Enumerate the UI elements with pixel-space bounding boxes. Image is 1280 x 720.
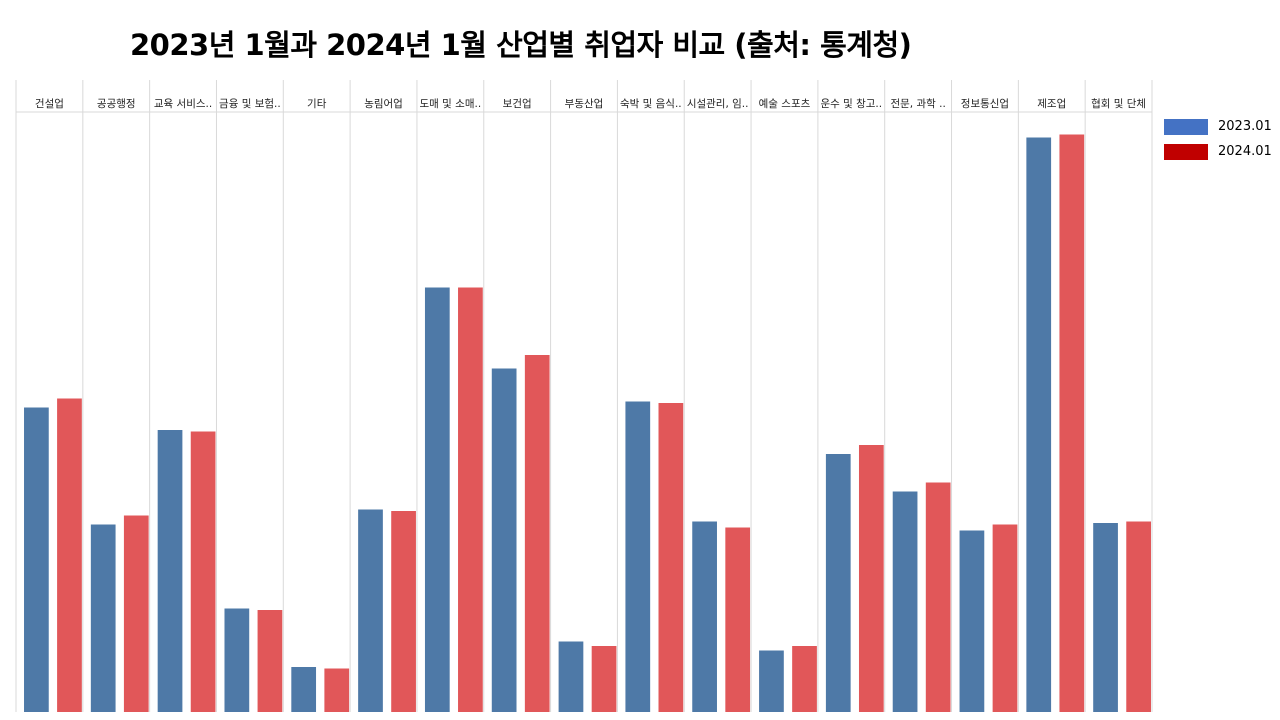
category-label: 부동산업 xyxy=(565,97,604,110)
category-labels: 건설업 공공행정 교육 서비스.. 금융 및 보험.. 기타 농림어업 도매 및 소매.. 보… xyxy=(35,97,1146,110)
category-label: 기타 xyxy=(307,98,327,110)
bar-2023.01 xyxy=(24,407,49,712)
bar-2023.01 xyxy=(759,650,784,712)
category-label: 숙박 및 음식.. xyxy=(620,98,682,110)
bar-2024.01 xyxy=(925,482,951,712)
bar-2023.01 xyxy=(224,608,250,712)
panel-separators xyxy=(15,80,1153,712)
category-label: 금융 및 보험.. xyxy=(219,98,281,110)
bar-2024.01 xyxy=(992,524,1018,712)
bar-2024.01 xyxy=(190,431,216,712)
bar-2024.01 xyxy=(725,527,751,712)
bar-2024.01 xyxy=(591,646,617,712)
category-label: 제조업 xyxy=(1037,97,1066,110)
bar-2023.01 xyxy=(1026,137,1052,712)
legend-label-2023: 2023.01 xyxy=(1218,119,1272,134)
bar-2024.01 xyxy=(1059,134,1085,712)
bar-2024.01 xyxy=(1126,521,1151,712)
category-label: 예술 스포츠 xyxy=(759,97,811,110)
bar-2024.01 xyxy=(123,515,149,712)
bar-2024.01 xyxy=(792,646,817,712)
bar-2024.01 xyxy=(858,445,884,712)
bar-2023.01 xyxy=(625,401,651,712)
category-label: 건설업 xyxy=(35,97,64,110)
bar-2023.01 xyxy=(424,287,450,712)
bar-2024.01 xyxy=(524,355,550,712)
category-label: 공공행정 xyxy=(97,98,136,110)
category-label: 교육 서비스.. xyxy=(154,98,212,110)
chart-title: 2023년 1월과 2024년 1월 산업별 취업자 비교 (출처: 통계청) xyxy=(130,28,912,62)
category-label: 농림어업 xyxy=(364,97,403,110)
category-label: 전문, 과학 .. xyxy=(890,98,945,110)
legend-swatch-2023 xyxy=(1164,118,1208,135)
bar-2023.01 xyxy=(692,521,717,712)
bar-2023.01 xyxy=(90,524,116,712)
legend: 2023.01 2024.01 xyxy=(1164,118,1272,168)
bar-2023.01 xyxy=(558,641,584,712)
bar-2023.01 xyxy=(959,530,985,712)
legend-item-2023: 2023.01 xyxy=(1164,118,1272,135)
category-label: 시설관리, 임.. xyxy=(687,97,749,110)
bar-2023.01 xyxy=(491,368,517,712)
bar-2023.01 xyxy=(892,491,918,712)
legend-label-2024: 2024.01 xyxy=(1218,144,1272,159)
bar-2023.01 xyxy=(1093,523,1118,712)
bar-2024.01 xyxy=(658,403,684,712)
bar-2024.01 xyxy=(391,511,416,712)
bar-2024.01 xyxy=(324,668,350,712)
category-label: 정보통신업 xyxy=(961,97,1009,110)
bars xyxy=(24,134,1151,712)
legend-swatch-2024 xyxy=(1164,143,1208,160)
bar-2023.01 xyxy=(291,667,317,712)
bar-2024.01 xyxy=(57,398,82,712)
bar-2023.01 xyxy=(157,430,183,712)
bar-2023.01 xyxy=(358,509,383,712)
category-label: 협회 및 단체 xyxy=(1091,97,1146,110)
category-label: 운수 및 창고.. xyxy=(820,98,882,110)
category-label: 보건업 xyxy=(503,97,532,110)
bar-2024.01 xyxy=(257,610,283,712)
legend-item-2024: 2024.01 xyxy=(1164,143,1272,160)
bar-2023.01 xyxy=(825,454,851,712)
category-label: 도매 및 소매.. xyxy=(420,98,482,110)
bar-2024.01 xyxy=(458,287,483,712)
